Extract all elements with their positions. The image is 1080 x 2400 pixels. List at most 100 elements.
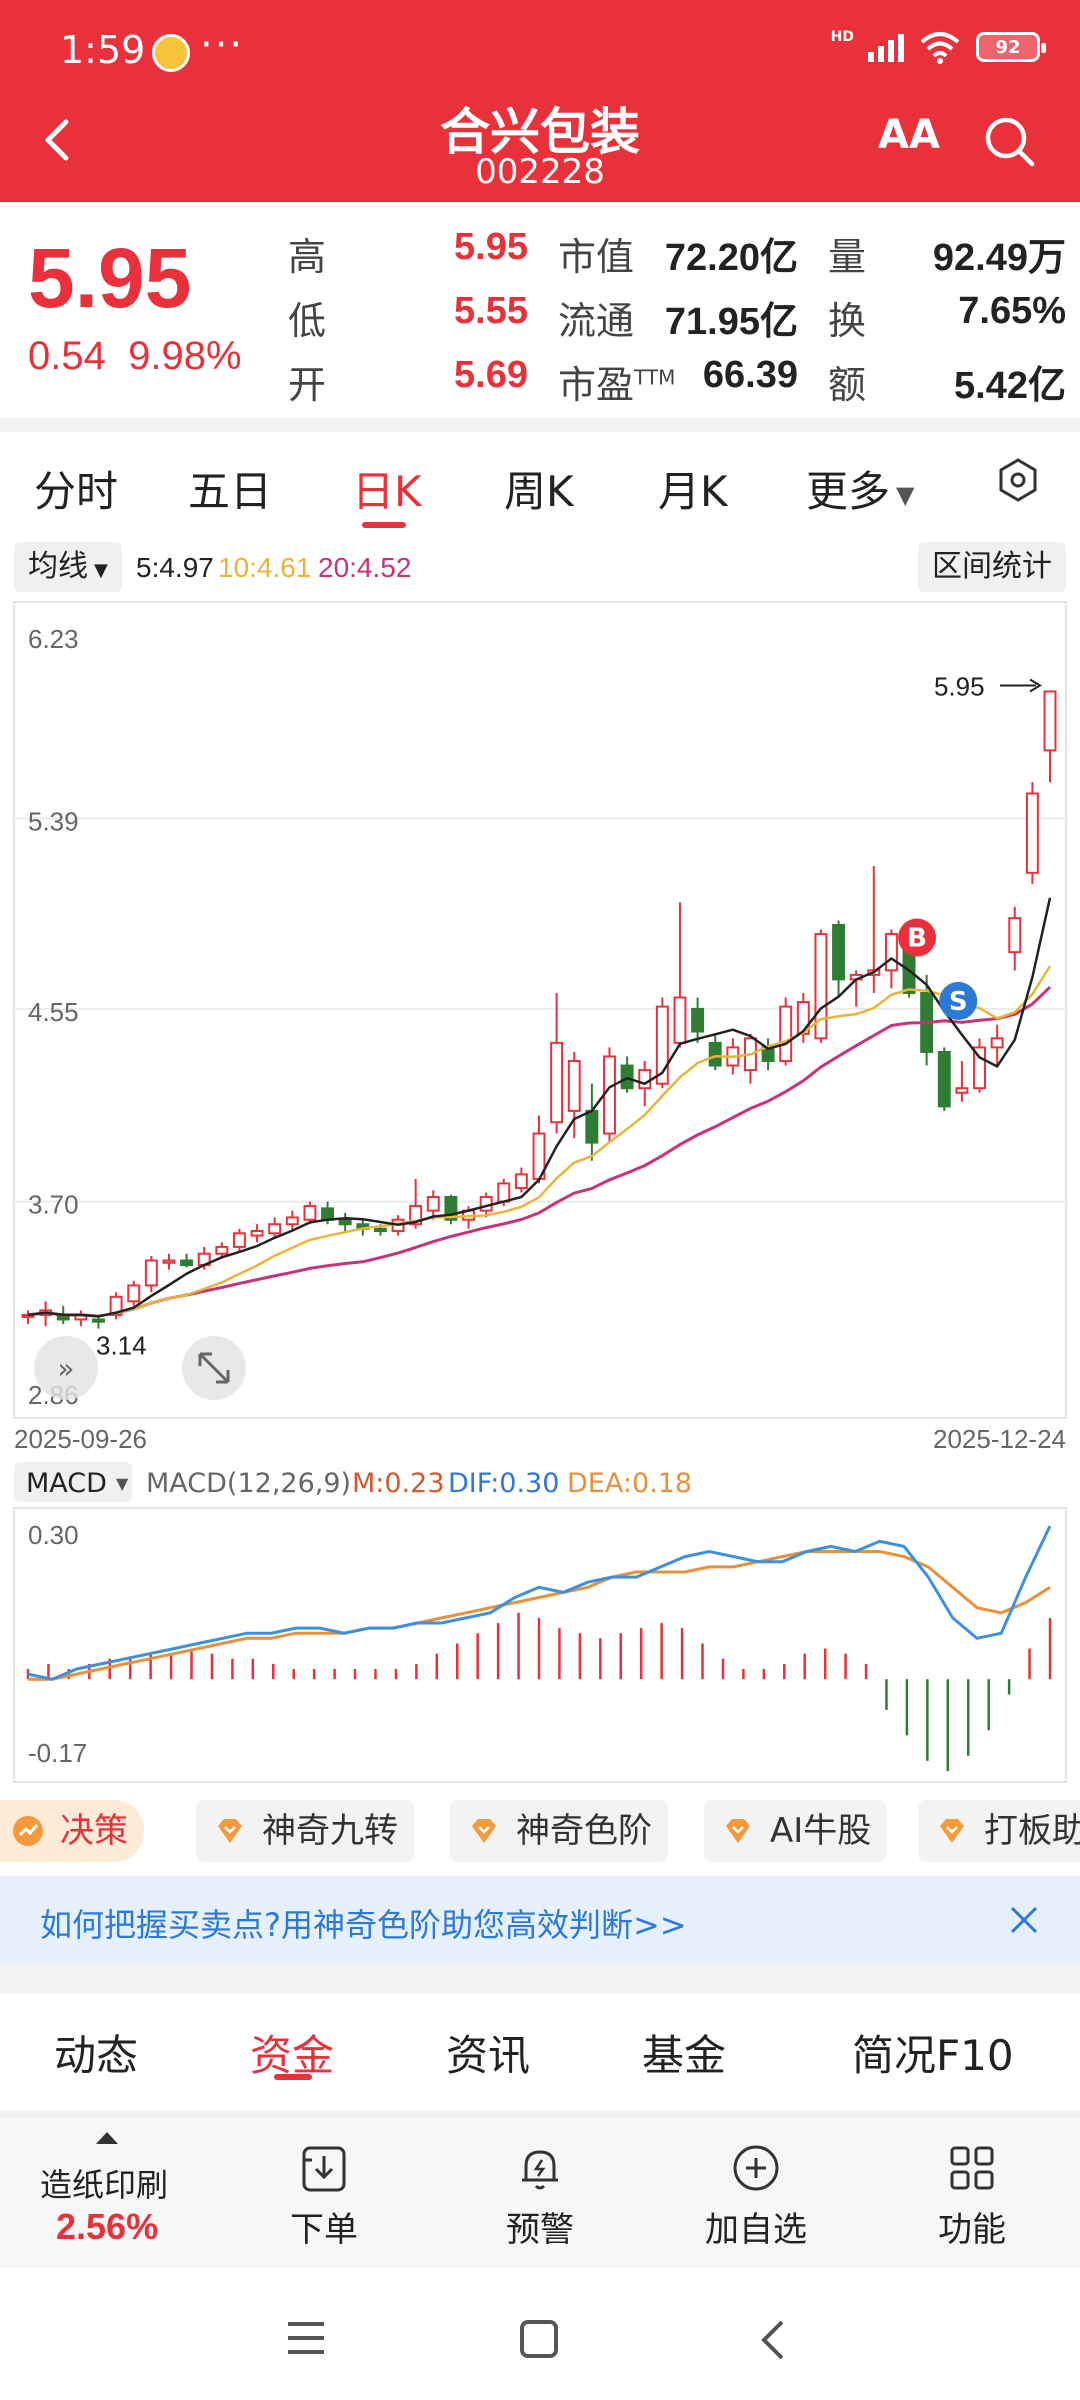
y-tick-label: 5.39 (28, 806, 79, 836)
chart-area[interactable]: 6.235.394.553.702.865.953.14BS»2025-09-2… (0, 596, 1080, 1786)
tab-monthly-k[interactable]: 月K (658, 467, 728, 516)
candle-panel-frame (13, 601, 1067, 1419)
sector-name: 造纸印刷 (40, 2166, 169, 2204)
feature-pills: 决策 神奇九转 神奇色阶 AI牛股 打板助 (0, 1790, 1080, 1870)
ttm-superscript: TTM (634, 365, 676, 390)
candle-body (497, 1182, 511, 1203)
ma20-line (27, 986, 1052, 1318)
decision-icon (13, 1816, 43, 1846)
magic-color-pill[interactable]: 神奇色阶 (450, 1800, 668, 1862)
magic-nine-pill[interactable]: 神奇九转 (196, 1800, 414, 1862)
ma-selector[interactable]: 均线 ▼ (14, 542, 122, 592)
tab-intraday[interactable]: 分时 (34, 467, 119, 516)
chevron-down-icon: ▼ (896, 480, 915, 509)
function-button[interactable]: 功能 (902, 2140, 1042, 2251)
macd-panel-frame (13, 1507, 1067, 1783)
float-label: 流通 (558, 299, 635, 343)
candle-body (215, 1245, 229, 1255)
ai-stock-pill[interactable]: AI牛股 (704, 1800, 888, 1862)
candle-body (673, 996, 687, 1044)
candle-body (180, 1259, 194, 1267)
ma20-value: 20:4.52 (318, 552, 412, 583)
notification-app-icon (152, 34, 190, 72)
back-nav-icon[interactable] (756, 2318, 792, 2362)
home-icon[interactable] (518, 2318, 560, 2360)
tab-fund[interactable]: 基金 (642, 2031, 727, 2080)
double-chevron-icon: » (57, 1352, 74, 1385)
divider (0, 2110, 1080, 2118)
ma10-value: 10:4.61 (218, 552, 312, 583)
tab-daily-k[interactable]: 日K (352, 467, 422, 516)
kline-chart[interactable]: 6.235.394.553.702.865.953.14BS»2025-09-2… (0, 596, 1080, 1786)
order-button[interactable]: 下单 (254, 2140, 394, 2251)
mcap-value: 72.20亿 (664, 237, 798, 279)
candle-body (814, 933, 828, 1040)
tab-five-day[interactable]: 五日 (188, 467, 273, 516)
plus-circle-icon (733, 2145, 779, 2191)
candle-body (21, 1313, 35, 1318)
candle-body (514, 1173, 528, 1189)
macd-m-value: M:0.23 (352, 1468, 445, 1499)
tab-more[interactable]: 更多 ▼ (806, 467, 915, 516)
search-icon[interactable] (980, 112, 1040, 172)
back-icon[interactable] (30, 110, 90, 170)
tab-weekly-k[interactable]: 周K (504, 467, 574, 516)
turnover-label: 换 (828, 299, 867, 343)
ma-indicator-bar: 均线 ▼ 5:4.97 10:4.61 20:4.52 区间统计 (0, 536, 1080, 596)
caret-up-icon (96, 2132, 118, 2144)
settings-icon[interactable] (990, 452, 1046, 508)
pe-label: 市盈TTM (558, 363, 676, 407)
add-watchlist-label: 加自选 (705, 2210, 807, 2250)
range-stats-button[interactable]: 区间统计 (918, 542, 1066, 592)
add-watchlist-button[interactable]: 加自选 (686, 2140, 826, 2251)
candle-body (92, 1318, 105, 1323)
font-size-icon[interactable]: AA (878, 112, 940, 158)
current-price: 5.95 (28, 231, 192, 325)
turnover-value: 7.65% (958, 290, 1066, 332)
amount-value: 5.42亿 (954, 365, 1066, 407)
sell-marker (939, 981, 978, 1020)
limit-up-helper-pill[interactable]: 打板助 (918, 1800, 1080, 1862)
divider (0, 1964, 1080, 1994)
candle-body (321, 1207, 335, 1221)
hd-signal-label: HD (830, 29, 854, 45)
candle-body (779, 1005, 793, 1063)
close-icon[interactable] (1004, 1900, 1044, 1940)
volume-value: 92.49万 (932, 237, 1066, 279)
action-bar: 造纸印刷 2.56% 下单 预警 加自选 (0, 2118, 1080, 2268)
menu-icon[interactable] (284, 2318, 328, 2358)
macd-y-tick-label: 0.30 (28, 1520, 79, 1550)
macd-dea-value: DEA:0.18 (567, 1468, 692, 1499)
macd-dif-value: DIF:0.30 (448, 1468, 559, 1499)
bell-icon (522, 2150, 558, 2190)
change-amount: 0.54 (28, 334, 106, 378)
tab-news[interactable]: 资讯 (446, 2031, 531, 2080)
candle-body (603, 1055, 616, 1135)
tab-profile-f10[interactable]: 简况F10 (852, 2031, 1014, 2080)
candle-body (955, 1087, 969, 1094)
ma10-line (27, 965, 1052, 1318)
tab-dynamics[interactable]: 动态 (54, 2031, 139, 2080)
system-nav-bar (0, 2268, 1080, 2400)
tab-funds[interactable]: 资金 (250, 2031, 335, 2080)
candle-body (285, 1216, 299, 1226)
candle-body (832, 923, 846, 981)
kline-period-tabs: 分时 五日 日K 周K 月K 更多 ▼ (0, 432, 1080, 532)
promo-banner[interactable]: 如何把握买卖点?用神奇色阶助您高效判断>> (0, 1876, 1080, 1964)
last-price-arrowhead (1029, 678, 1042, 693)
candle-body (620, 1064, 634, 1090)
sell-marker-label: S (949, 987, 968, 1017)
candle-body (426, 1196, 440, 1212)
candle-body (1043, 690, 1057, 752)
alert-button[interactable]: 预警 (470, 2140, 610, 2251)
price-change: 0.54 9.98% (28, 334, 242, 379)
signal-bars-icon (868, 32, 904, 62)
low-price-label: 3.14 (96, 1331, 147, 1361)
banner-text[interactable]: 如何把握买卖点?用神奇色阶助您高效判断>> (40, 1906, 687, 1944)
candle-body (1025, 792, 1039, 874)
macd-selector-label: MACD (26, 1468, 107, 1499)
stock-code: 002228 (475, 152, 605, 192)
float-value: 71.95亿 (664, 301, 798, 343)
candle-body (444, 1196, 458, 1221)
decision-pill[interactable]: 决策 (0, 1800, 144, 1862)
